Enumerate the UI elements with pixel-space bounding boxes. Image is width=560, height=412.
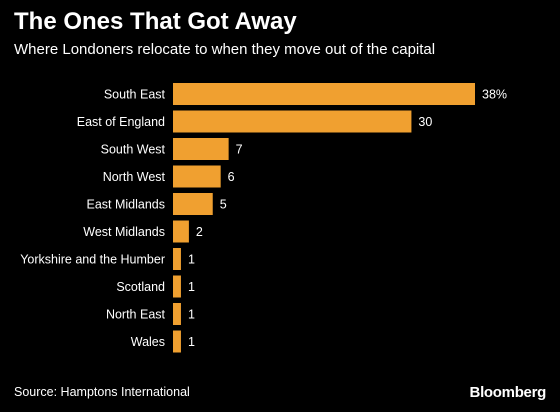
bar-wales [173, 330, 181, 353]
bar-south-west [173, 138, 229, 160]
category-label-north-west: North West [103, 170, 166, 184]
category-label-south-east: South East [104, 88, 166, 102]
bar-north-east [173, 303, 181, 325]
value-label-west-midlands: 2 [196, 225, 203, 239]
category-label-north-east: North East [106, 308, 166, 322]
category-label-yorkshire-and-the-humber: Yorkshire and the Humber [20, 253, 165, 267]
source-note: Source: Hamptons International [14, 385, 190, 399]
category-label-east-of-england: East of England [77, 115, 165, 129]
chart-subtitle: Where Londoners relocate to when they mo… [14, 41, 436, 58]
bar-scotland [173, 275, 181, 298]
value-label-east-midlands: 5 [220, 198, 227, 212]
category-label-east-midlands: East Midlands [86, 198, 165, 212]
bar-yorkshire-and-the-humber [173, 248, 181, 270]
value-label-yorkshire-and-the-humber: 1 [188, 253, 195, 267]
category-label-wales: Wales [131, 335, 165, 349]
category-label-south-west: South West [101, 143, 166, 157]
category-label-west-midlands: West Midlands [83, 225, 165, 239]
value-label-scotland: 1 [188, 280, 195, 294]
value-label-wales: 1 [188, 335, 195, 349]
bar-east-of-england [173, 110, 412, 133]
chart-title: The Ones That Got Away [14, 8, 297, 35]
category-label-scotland: Scotland [116, 280, 165, 294]
bar-north-west [173, 165, 221, 188]
bar-south-east [173, 83, 475, 105]
value-label-south-east: 38% [482, 88, 507, 102]
value-label-south-west: 7 [236, 143, 243, 157]
bloomberg-logo: Bloomberg [469, 384, 547, 401]
value-label-north-east: 1 [188, 308, 195, 322]
value-label-north-west: 6 [228, 170, 235, 184]
bar-east-midlands [173, 193, 213, 215]
value-label-east-of-england: 30 [418, 115, 432, 129]
bar-west-midlands [173, 220, 189, 243]
